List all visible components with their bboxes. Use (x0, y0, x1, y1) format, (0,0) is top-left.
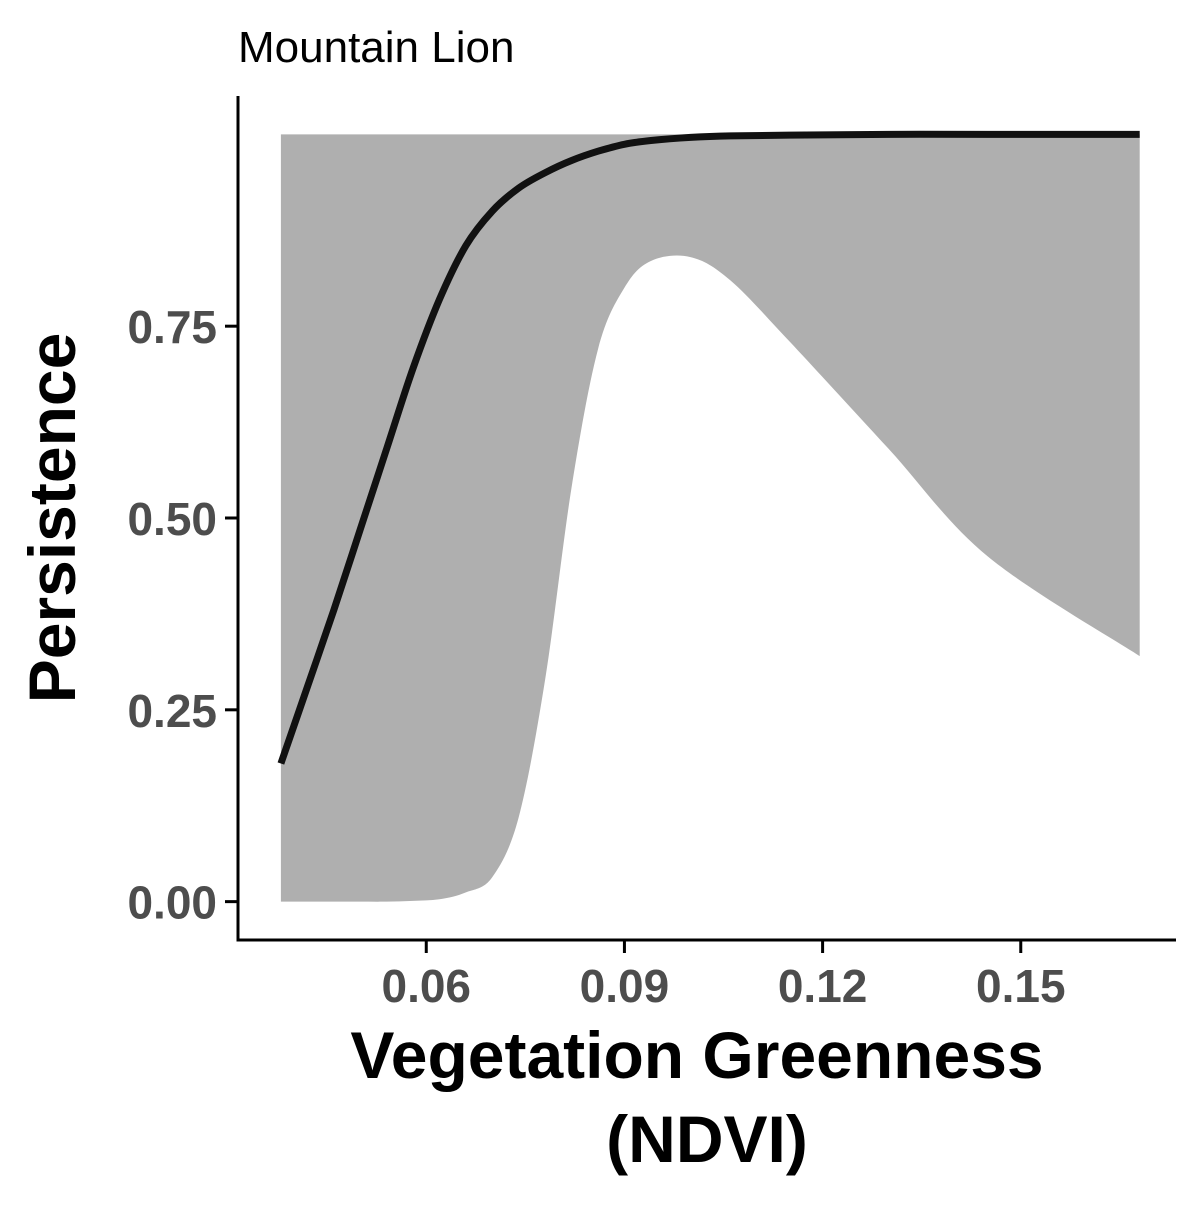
persistence-line-0 (277, 130, 1140, 765)
y-tick-label: 0.75 (127, 301, 217, 353)
y-tick-label: 0.00 (127, 877, 217, 929)
x-axis-title-line-1: Vegetation Greenness (350, 1018, 1043, 1092)
x-axis-ticks: 0.06 0.09 0.12 0.15 (381, 940, 1066, 1012)
chart-title: Mountain Lion (238, 23, 514, 72)
x-axis-title-line-2: (NDVI) (606, 1102, 808, 1176)
x-tick-label: 0.09 (580, 960, 670, 1012)
y-axis-title: Persistence (15, 333, 89, 704)
confidence-ribbon-0 (280, 134, 1140, 902)
y-tick-label: 0.50 (127, 493, 217, 545)
plot-area (277, 130, 1140, 902)
y-tick-label: 0.25 (127, 685, 217, 737)
x-tick-label: 0.15 (976, 960, 1066, 1012)
y-axis-ticks: 0.00 0.25 0.50 0.75 (127, 301, 238, 929)
x-tick-label: 0.12 (778, 960, 868, 1012)
x-tick-label: 0.06 (381, 960, 471, 1012)
